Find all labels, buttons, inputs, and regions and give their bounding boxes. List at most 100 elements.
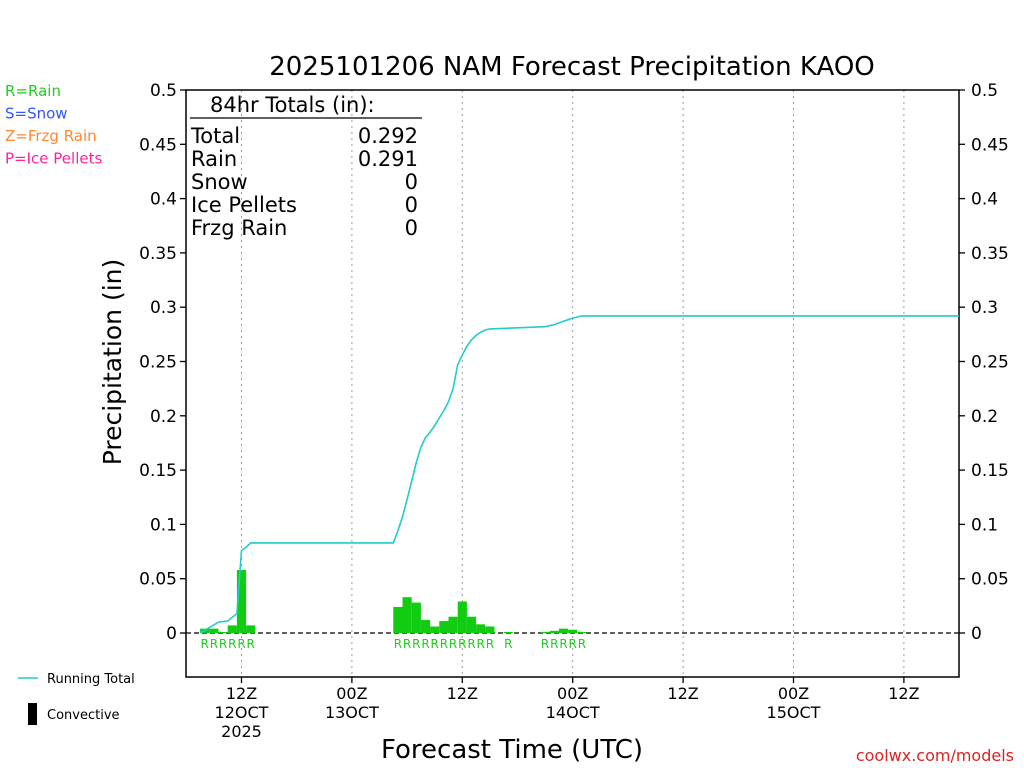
y-tick-label: 0.2: [150, 407, 177, 427]
convective-bar: [246, 625, 256, 633]
x-tick-label: 00Z: [778, 684, 809, 703]
y-tick-label-right: 0.25: [971, 353, 1009, 373]
convective-bar: [448, 616, 458, 633]
type-legend-entry: S=Snow: [5, 105, 68, 123]
precip-type-label: R: [394, 637, 402, 651]
y-axis-left: 0 0.05 0.1 0.15 0.2 0.25 0.3 0.35 0.4 0.45 0.5: [139, 81, 186, 644]
totals-row-label: Frzg Rain: [191, 216, 287, 240]
convective-bar: [466, 616, 477, 633]
y-tick-label: 0.1: [150, 515, 177, 535]
type-legend-entry: R=Rain: [5, 82, 61, 100]
convective-bar: [568, 629, 578, 633]
convective-bar: [476, 624, 486, 633]
y-tick-label-right: 0.5: [971, 81, 998, 101]
precip-type-label: R: [210, 637, 218, 651]
series-legend-label: Running Total: [47, 672, 135, 687]
precip-type-label: R: [228, 637, 236, 651]
y-tick-label-right: 0: [971, 624, 982, 644]
precip-type-label: R: [219, 637, 227, 651]
type-legend-entry: P=Ice Pellets: [5, 150, 102, 168]
y-tick-label-right: 0.35: [971, 244, 1009, 264]
precip-type-label: R: [569, 637, 577, 651]
precip-type-label: R: [247, 637, 255, 651]
precip-type-label: R: [486, 637, 494, 651]
y-tick-label: 0.45: [139, 135, 177, 155]
convective-bar: [420, 619, 431, 633]
x-tick-label: 15OCT: [767, 703, 821, 722]
x-tick-label: 12OCT: [215, 703, 269, 722]
totals-box: 84hr Totals (in): Total 0.292 Rain 0.291 Sno…: [190, 93, 422, 240]
precip-type-label: R: [449, 637, 457, 651]
precip-type-label: R: [477, 637, 485, 651]
totals-row-label: Snow: [191, 170, 248, 194]
y-tick-label-right: 0.1: [971, 515, 998, 535]
y-tick-label: 0.35: [139, 244, 177, 264]
precip-type-label: R: [403, 637, 411, 651]
totals-heading: 84hr Totals (in):: [210, 93, 375, 117]
convective-bar: [209, 628, 219, 633]
y-tick-label-right: 0.15: [971, 461, 1009, 481]
y-tick-label: 0.4: [150, 190, 177, 210]
x-tick-label: 12Z: [447, 684, 478, 703]
precip-type-label: R: [412, 637, 420, 651]
totals-row-value: 0.291: [358, 147, 418, 171]
convective-bar: [402, 597, 412, 633]
precip-type-label: R: [504, 637, 512, 651]
y-tick-label-right: 0.4: [971, 190, 998, 210]
convective-bar: [558, 628, 569, 633]
y-tick-label-right: 0.45: [971, 135, 1009, 155]
x-tick-label: 2025: [221, 722, 262, 741]
x-tick-label: 12Z: [226, 684, 257, 703]
precip-type-label: R: [550, 637, 558, 651]
precip-type-label: R: [201, 637, 209, 651]
precip-type-label: R: [237, 637, 245, 651]
y-tick-label: 0.15: [139, 461, 177, 481]
convective-bar: [218, 631, 228, 633]
y-tick-label: 0.05: [139, 570, 177, 590]
convective-bar: [503, 631, 513, 633]
precip-type-label: R: [421, 637, 429, 651]
x-axis-label: Forecast Time (UTC): [381, 735, 643, 765]
y-tick-label-right: 0.05: [971, 570, 1009, 590]
credit-text: coolwx.com/models: [856, 746, 1014, 765]
convective-bar: [549, 630, 559, 633]
totals-row-value: 0: [405, 170, 418, 194]
convective-bar: [393, 606, 403, 633]
convective-bar: [485, 626, 495, 633]
x-tick-label: 12Z: [667, 684, 698, 703]
precip-type-label: R: [431, 637, 439, 651]
series-legend: Running Total Convective: [18, 672, 135, 725]
convective-bar: [439, 621, 449, 633]
convective-bar: [577, 631, 587, 633]
precip-type-label: R: [559, 637, 567, 651]
precip-type-label: R: [458, 637, 466, 651]
totals-row-value: 0.292: [358, 124, 418, 148]
x-tick-label: 00Z: [336, 684, 367, 703]
y-tick-label-right: 0.3: [971, 298, 998, 318]
convective-bar: [430, 626, 440, 633]
grid: [241, 90, 905, 677]
series-legend-label: Convective: [47, 708, 120, 723]
y-tick-label-right: 0.2: [971, 407, 998, 427]
type-legend-entry: Z=Frzg Rain: [5, 127, 97, 145]
totals-row-value: 0: [405, 193, 418, 217]
convective-bars: [200, 570, 587, 633]
convective-bar: [411, 602, 421, 633]
running-total-line: [199, 315, 959, 634]
totals-row-label: Rain: [191, 147, 237, 171]
totals-row-label: Total: [190, 124, 240, 148]
chart-title: 2025101206 NAM Forecast Precipitation KA…: [269, 52, 875, 82]
convective-bar: [457, 601, 467, 633]
y-tick-label: 0.25: [139, 353, 177, 373]
totals-row-value: 0: [405, 216, 418, 240]
y-axis-right: 0 0.05 0.1 0.15 0.2 0.25 0.3 0.35 0.4 0.45 0.5: [959, 81, 1009, 644]
y-tick-label: 0.3: [150, 298, 177, 318]
x-tick-label: 00Z: [557, 684, 588, 703]
x-tick-label: 14OCT: [546, 703, 600, 722]
legend-bar-swatch: [28, 703, 37, 725]
convective-bar: [227, 625, 237, 633]
precip-type-label: R: [440, 637, 448, 651]
